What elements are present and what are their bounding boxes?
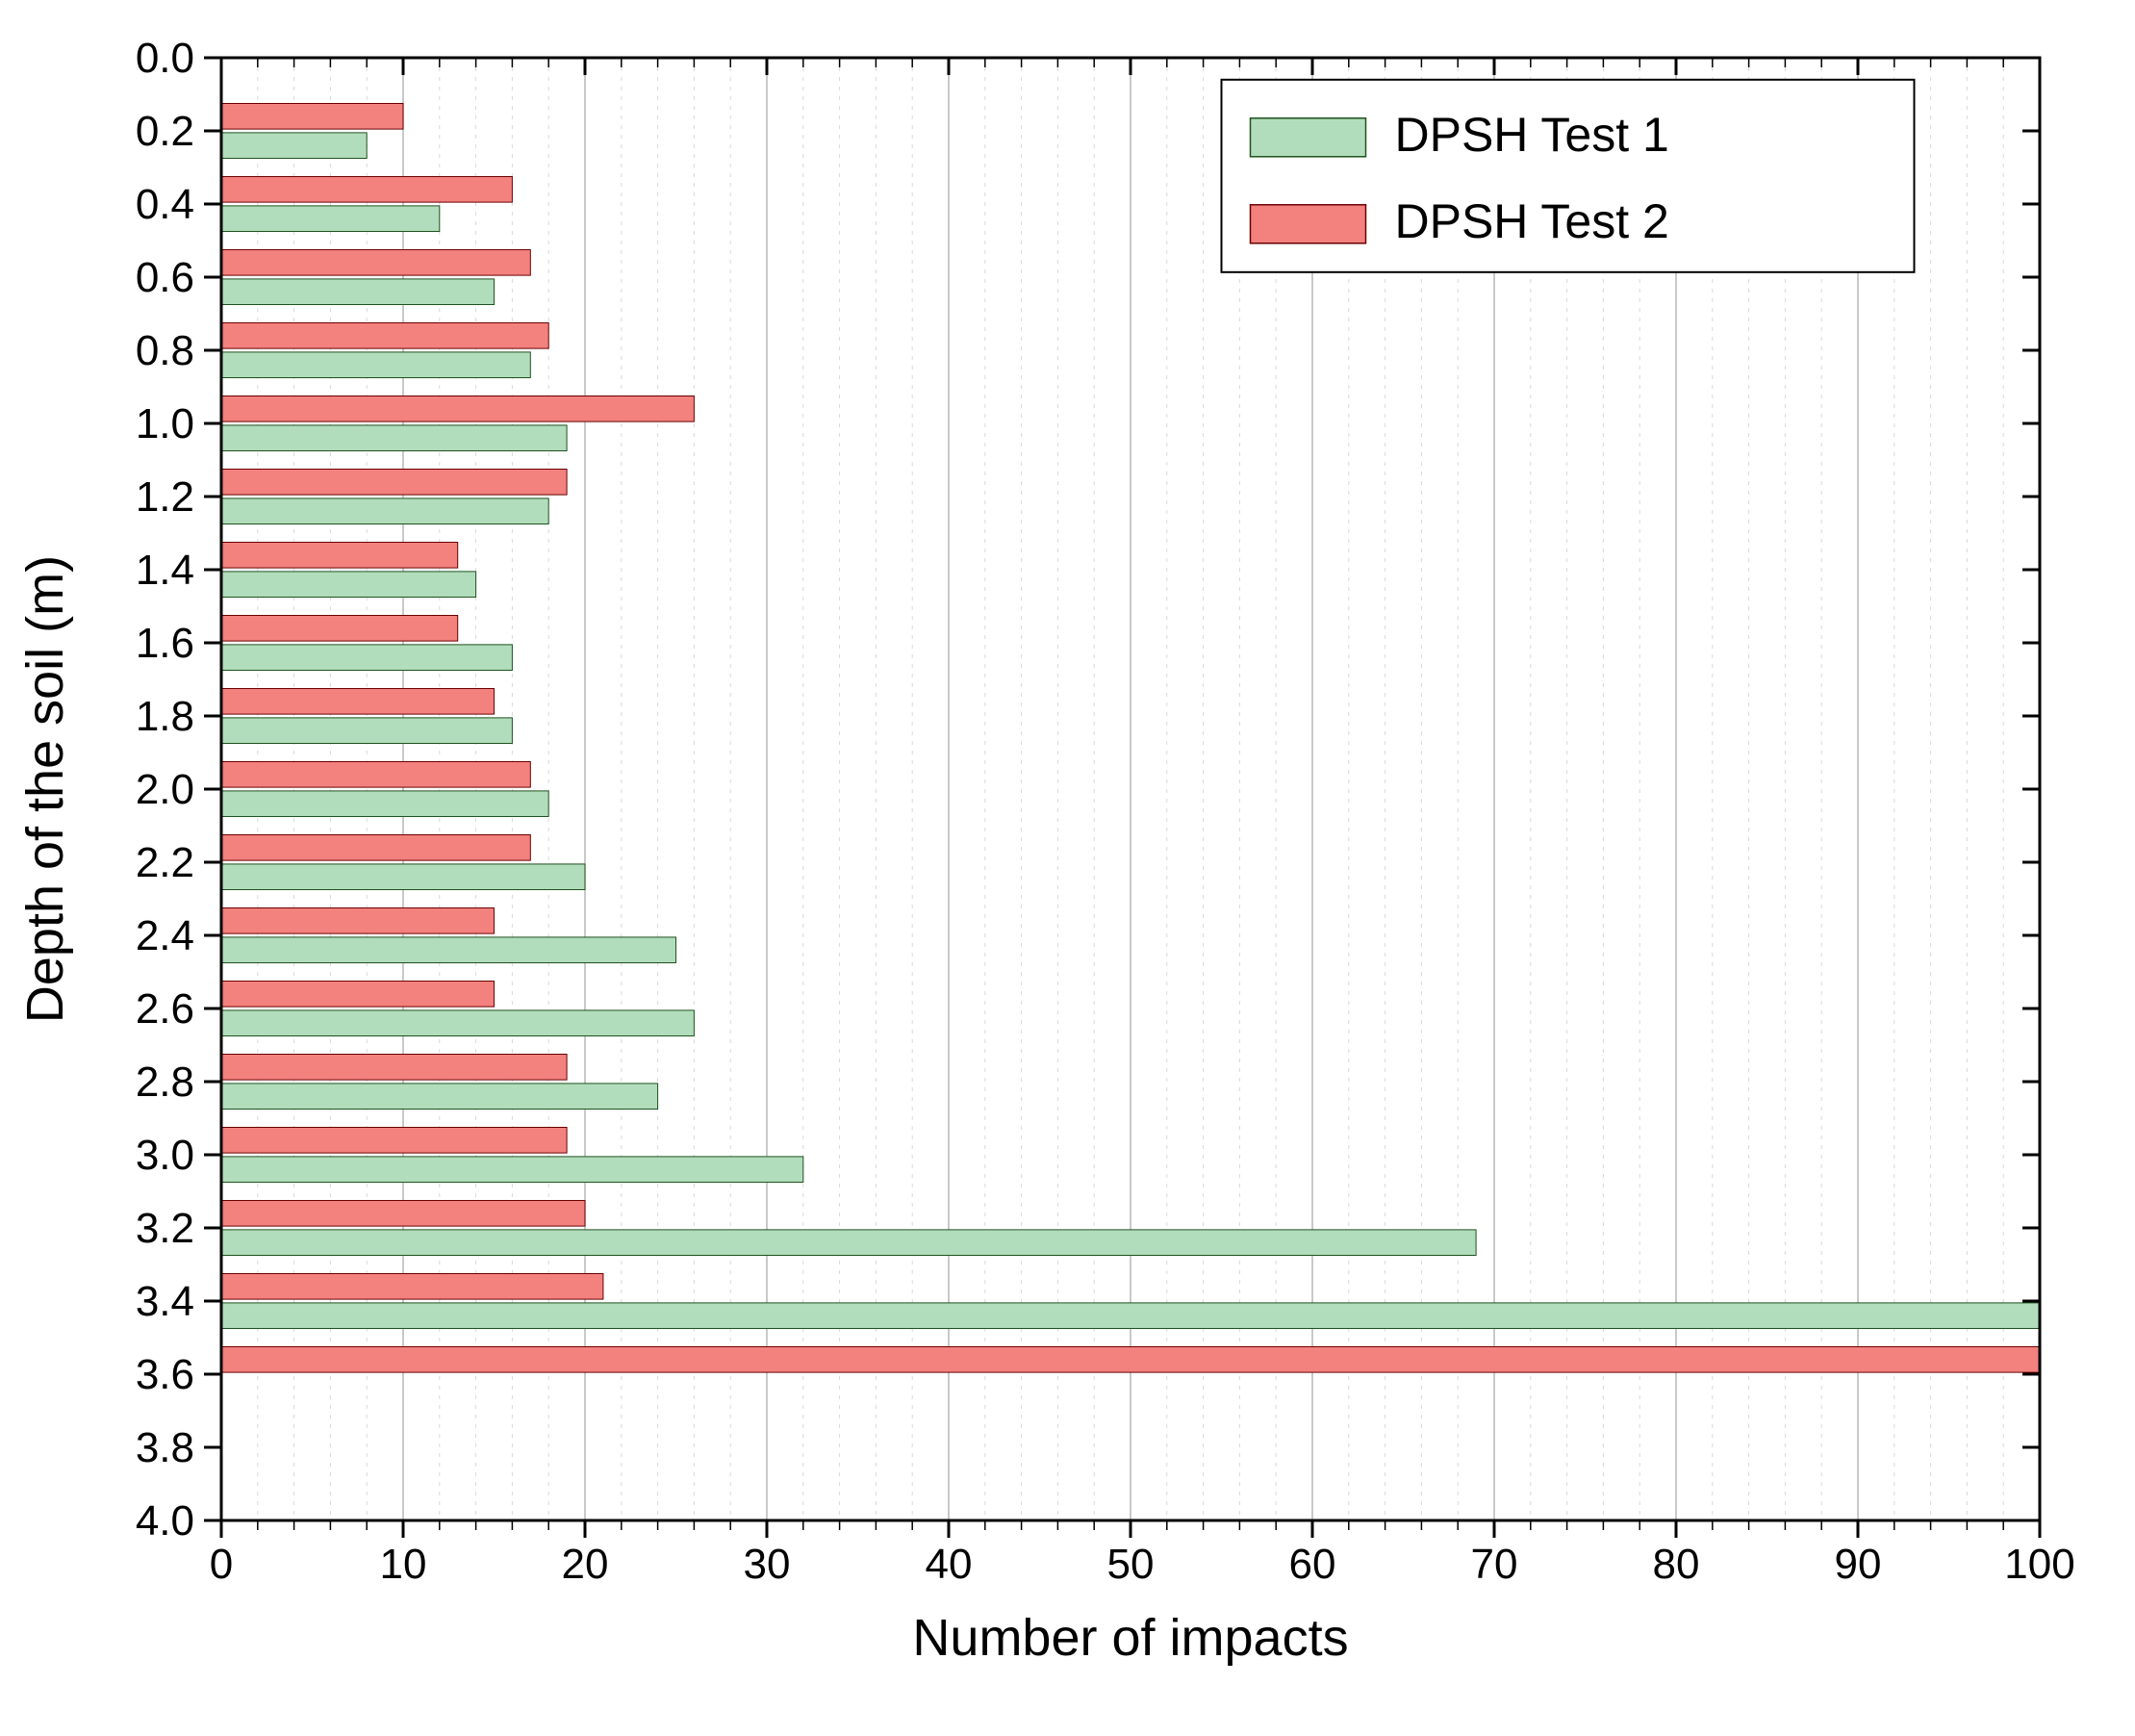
svg-text:10: 10: [380, 1541, 427, 1588]
svg-text:20: 20: [562, 1541, 609, 1588]
legend: DPSH Test 1 DPSH Test 2: [1222, 80, 1915, 272]
svg-text:60: 60: [1289, 1541, 1336, 1588]
svg-text:2.4: 2.4: [136, 912, 194, 959]
svg-text:3.4: 3.4: [136, 1278, 194, 1325]
svg-text:0.4: 0.4: [136, 181, 194, 228]
dpsh-chart: 0 10 20 30 40 50 60 70 80 90 100 0.0 0.2 0.4 0.6 0.8 1.0…: [0, 0, 2135, 1736]
svg-text:0.0: 0.0: [136, 35, 194, 82]
svg-text:1.8: 1.8: [136, 693, 194, 740]
svg-text:1.0: 1.0: [136, 400, 194, 447]
svg-text:4.0: 4.0: [136, 1497, 194, 1545]
svg-text:3.0: 3.0: [136, 1132, 194, 1179]
svg-text:3.2: 3.2: [136, 1205, 194, 1252]
svg-text:2.0: 2.0: [136, 766, 194, 813]
svg-text:50: 50: [1107, 1541, 1155, 1588]
svg-text:3.6: 3.6: [136, 1351, 194, 1398]
svg-text:1.6: 1.6: [136, 620, 194, 667]
svg-text:2.8: 2.8: [136, 1059, 194, 1106]
y-axis-title: Depth of the soil (m): [16, 555, 74, 1023]
x-axis-title: Number of impacts: [912, 1609, 1348, 1667]
svg-text:1.4: 1.4: [136, 547, 194, 594]
svg-text:3.8: 3.8: [136, 1424, 194, 1471]
svg-text:2.2: 2.2: [136, 839, 194, 886]
svg-text:90: 90: [1835, 1541, 1882, 1588]
svg-text:80: 80: [1653, 1541, 1700, 1588]
svg-text:1.2: 1.2: [136, 473, 194, 521]
svg-text:DPSH Test 1: DPSH Test 1: [1395, 108, 1669, 162]
svg-text:40: 40: [926, 1541, 973, 1588]
chart-container: 0 10 20 30 40 50 60 70 80 90 100 0.0 0.2 0.4 0.6 0.8 1.0…: [0, 0, 2135, 1736]
svg-text:100: 100: [2004, 1541, 2074, 1588]
svg-text:2.6: 2.6: [136, 985, 194, 1033]
svg-text:70: 70: [1471, 1541, 1518, 1588]
svg-text:0: 0: [210, 1541, 233, 1588]
svg-text:0.6: 0.6: [136, 254, 194, 301]
svg-text:0.8: 0.8: [136, 327, 194, 374]
svg-text:0.2: 0.2: [136, 108, 194, 155]
svg-text:30: 30: [744, 1541, 791, 1588]
svg-text:DPSH Test 2: DPSH Test 2: [1395, 194, 1669, 248]
